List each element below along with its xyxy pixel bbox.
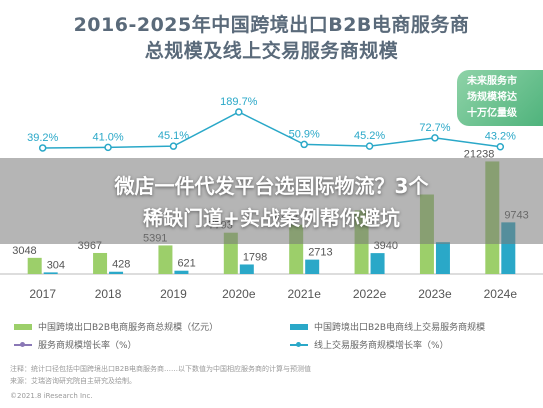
copyright: ©2021.8 iResearch Inc. [10,392,93,400]
label-online-2020e: 1798 [243,251,267,263]
label-online-2018: 428 [112,259,130,271]
x-tick-2021e: 2021e [288,287,322,301]
growth-point-2020e [235,108,243,116]
legend-label-total: 中国跨境出口B2B电商服务商总规模（亿元） [38,323,219,333]
growth-label-2021e: 50.9% [289,128,320,140]
growth-label-2019: 45.1% [158,130,189,142]
growth-label-2017: 39.2% [27,132,58,144]
growth-label-2022e: 45.2% [354,130,385,142]
x-tick-2020e: 2020e [222,287,256,301]
legend-swatch-online [290,323,308,330]
legend-swatch-growth-total [14,341,32,347]
growth-label-2018: 41.0% [92,131,123,143]
bar-online-2020e [239,264,254,274]
footnote-note: 注释：统计口径包括中国跨境出口B2B电商服务商……以下数值为中国相应服务商的计算… [10,365,312,373]
label-online-2019: 621 [177,258,195,270]
bar-online-2021e [305,259,320,274]
overlay-banner [0,158,543,244]
growth-label-2023e: 72.7% [419,122,450,134]
growth-label-2020e: 189.7% [220,96,258,108]
banner-headline-line2: 稀缺门道+实战案例帮你避坑 [143,206,400,230]
badge-line-3: 十万亿量级 [467,108,517,119]
bar-total-2017 [27,257,42,274]
growth-line [42,111,501,149]
legend-item-total: 中国跨境出口B2B电商服务商总规模（亿元） [14,320,218,333]
legend-label-growth-total: 服务商规模增长率（%） [38,341,137,351]
growth-point-2021e [300,140,308,149]
legend-swatch-total [14,323,32,330]
legend-item-growth-online: 线上交易服务商规模增长率（%） [290,338,449,351]
legend-item-online: 中国跨境出口B2B电商线上交易服务商规模 [290,320,485,333]
chart-title-line2: 总规模及线上交易服务商规模 [144,40,399,62]
legend-label-growth-online: 线上交易服务商规模增长率（%） [314,341,449,351]
badge-line-2: 场规模将达 [467,92,517,103]
label-online-2021e: 2713 [308,247,332,259]
growth-label-2024e: 43.2% [485,131,516,143]
growth-point-2018 [104,143,112,152]
bar-online-2018 [109,271,124,274]
label-online-2017: 304 [47,259,65,271]
x-tick-2019: 2019 [160,287,187,301]
bar-online-2023e [435,242,450,274]
bar-online-2022e [370,253,385,274]
chart-title-line1: 2016-2025年中国跨境出口B2B电商服务商 [73,14,470,36]
x-tick-2023e: 2023e [418,287,452,301]
growth-point-2019 [169,142,178,150]
banner-headline-line1: 微店一件代发平台选国际物流？3个 [114,174,429,198]
growth-point-2023e [431,134,439,142]
footnote-source: 来源：艾瑞咨询研究院自主研究及绘制。 [10,377,136,385]
label-total-2024e: 21238 [464,148,495,160]
x-tick-2024e: 2024e [484,287,518,301]
legend-item-growth-total: 服务商规模增长率（%） [14,338,137,351]
legend-label-online: 中国跨境出口B2B电商线上交易服务商规模 [314,323,486,333]
bar-total-2018 [93,252,108,274]
x-tick-2022e: 2022e [353,287,387,301]
badge-line-1: 未来服务市 [467,76,517,87]
bar-online-2017 [43,272,58,274]
growth-point-2017 [38,144,47,152]
legend-swatch-growth-online [290,341,308,347]
label-total-2017: 3048 [12,245,36,257]
x-tick-2018: 2018 [95,287,122,301]
growth-point-2022e [365,142,374,150]
growth-point-2024e [496,142,505,151]
forecast-badge: 未来服务市 场规模将达 十万亿量级 [457,70,543,126]
bar-total-2019 [158,245,173,274]
x-tick-2017: 2017 [29,287,56,301]
bar-online-2019 [174,270,189,274]
